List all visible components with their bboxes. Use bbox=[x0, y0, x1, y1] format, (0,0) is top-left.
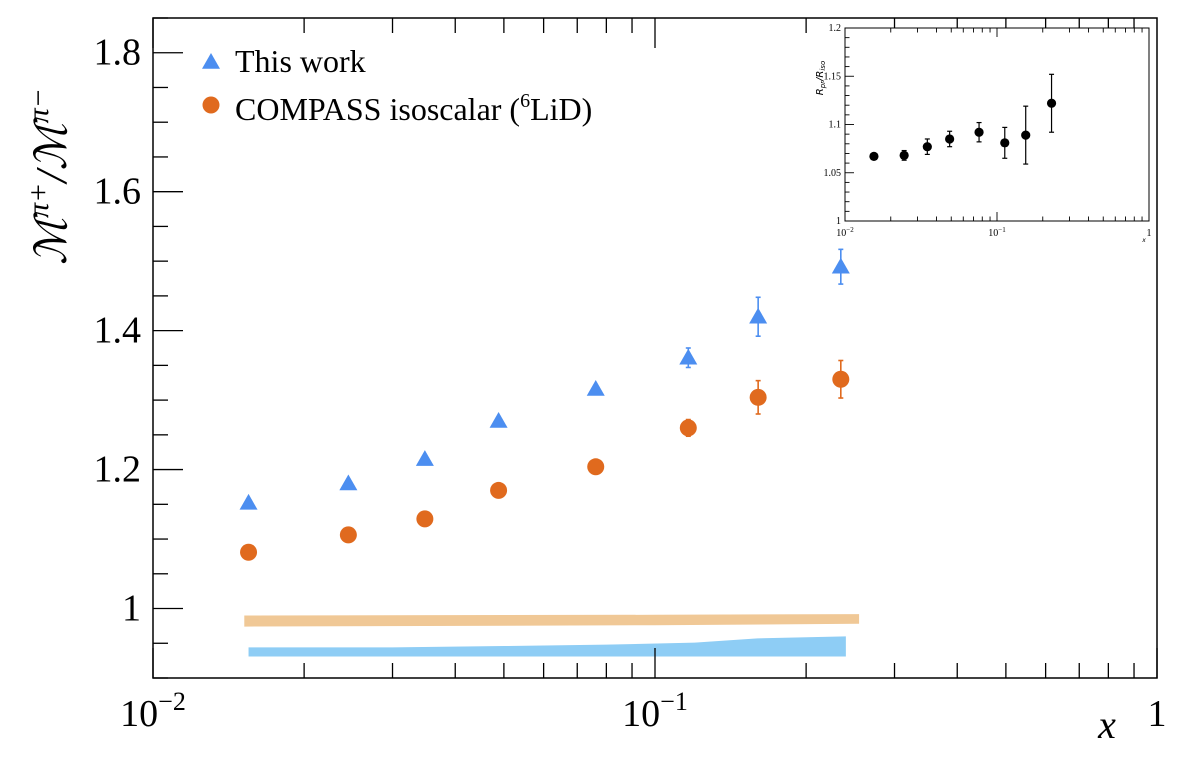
y-tick-label: 1.6 bbox=[94, 171, 142, 213]
data-point-this-work bbox=[586, 379, 605, 396]
y-tick-label: 1.2 bbox=[94, 449, 142, 491]
data-point-this-work bbox=[831, 257, 850, 274]
data-point-this-work bbox=[239, 493, 258, 510]
x-tick-base: 1 bbox=[1148, 693, 1167, 735]
inset-y-tick-label: 1 bbox=[836, 216, 841, 227]
data-point-this-work bbox=[415, 450, 434, 466]
inset-data-point bbox=[899, 150, 909, 160]
inset-y-label-r2: R bbox=[815, 71, 826, 78]
systematic-band bbox=[244, 614, 860, 627]
data-point-this-work bbox=[489, 411, 508, 428]
inset-x-tick-exponent: −1 bbox=[998, 226, 1006, 234]
inset-x-tick-exponent: −2 bbox=[846, 226, 854, 234]
inset-data-point bbox=[922, 142, 932, 152]
inset-background bbox=[845, 28, 1149, 221]
inset-x-tick-base: 10 bbox=[988, 228, 998, 239]
y-label-pi-minus: π− bbox=[22, 88, 55, 123]
inset-y-tick-label: 1.1 bbox=[829, 120, 842, 131]
data-point-compass bbox=[416, 510, 434, 528]
inset-y-label-r1: R bbox=[815, 88, 826, 95]
data-point-compass bbox=[679, 419, 697, 437]
data-point-this-work bbox=[749, 307, 768, 324]
inset-y-label-s1: pr bbox=[819, 80, 827, 89]
x-tick-exponent: −1 bbox=[660, 687, 688, 716]
data-point-compass bbox=[240, 543, 258, 561]
systematic-band bbox=[248, 636, 846, 657]
inset-x-tick-base: 1 bbox=[1147, 228, 1152, 239]
data-point-compass bbox=[749, 388, 767, 406]
inset-x-axis-label: x bbox=[1141, 237, 1146, 244]
inset-x-tick-label: 1 bbox=[1147, 228, 1152, 239]
x-tick-base: 10 bbox=[120, 693, 158, 735]
data-point-compass bbox=[587, 458, 605, 476]
inset-data-point bbox=[974, 127, 984, 137]
y-label-slash: / bbox=[27, 167, 76, 186]
y-label-pi-plus: π+ bbox=[22, 183, 55, 218]
x-tick-label: 10−2 bbox=[120, 687, 186, 735]
x-axis-label: x bbox=[1097, 702, 1116, 747]
x-tick-label: 10−1 bbox=[622, 687, 688, 735]
legend-label-compass: COMPASS isoscalar (6LiD) bbox=[235, 90, 592, 127]
inset-y-tick-label: 1.15 bbox=[824, 71, 842, 82]
inset-y-tick-label: 1.2 bbox=[829, 23, 842, 34]
inset-x-tick-label: 10−1 bbox=[988, 226, 1006, 239]
inset-data-point bbox=[1000, 138, 1010, 148]
data-point-compass bbox=[339, 526, 357, 544]
data-point-compass bbox=[832, 370, 850, 388]
x-tick-base: 10 bbox=[622, 693, 660, 735]
legend-label-this-work: This work bbox=[235, 43, 366, 79]
y-label-m: ℳ bbox=[27, 117, 76, 170]
data-point-compass bbox=[490, 481, 508, 499]
legend-label-compass-sup: 6 bbox=[520, 90, 530, 112]
inset-data-point bbox=[945, 134, 955, 144]
y-label-m: ℳ bbox=[27, 212, 76, 265]
inset-data-point bbox=[1021, 130, 1031, 140]
data-point-this-work bbox=[339, 474, 358, 491]
inset-data-point bbox=[1046, 98, 1057, 108]
inset-x-tick-base: 10 bbox=[836, 228, 846, 239]
inset-data-point bbox=[869, 151, 879, 161]
inset-x-tick-label: 10−2 bbox=[836, 226, 854, 239]
legend-marker-this-work bbox=[202, 53, 220, 69]
y-tick-label: 1.4 bbox=[94, 310, 142, 352]
legend-label-compass-a: COMPASS isoscalar ( bbox=[235, 91, 520, 127]
inset-y-tick-label: 1.05 bbox=[824, 168, 842, 179]
y-axis-label: ℳπ+/ℳπ− bbox=[22, 88, 76, 265]
legend-marker-compass bbox=[202, 96, 220, 114]
y-tick-label: 1 bbox=[122, 588, 141, 630]
inset-y-axis-label: Rpr/Riso bbox=[815, 61, 827, 95]
legend-label-compass-b: LiD) bbox=[530, 91, 592, 127]
inset-y-label-slash: / bbox=[815, 76, 826, 82]
x-tick-label: 1 bbox=[1148, 693, 1167, 735]
x-tick-exponent: −2 bbox=[158, 687, 186, 716]
y-tick-label: 1.8 bbox=[94, 32, 142, 74]
data-point-this-work bbox=[679, 348, 698, 365]
inset-y-label-s2: iso bbox=[819, 61, 827, 71]
